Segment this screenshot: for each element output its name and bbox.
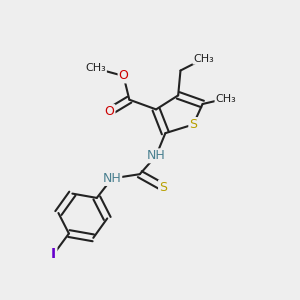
Text: S: S (159, 181, 167, 194)
Text: CH₃: CH₃ (194, 54, 214, 64)
Text: O: O (105, 105, 115, 118)
Text: CH₃: CH₃ (85, 63, 106, 74)
Text: S: S (189, 118, 197, 131)
Text: CH₃: CH₃ (215, 94, 236, 103)
Text: O: O (118, 69, 128, 82)
Text: NH: NH (103, 172, 121, 185)
Text: I: I (51, 247, 56, 261)
Text: NH: NH (147, 149, 166, 162)
